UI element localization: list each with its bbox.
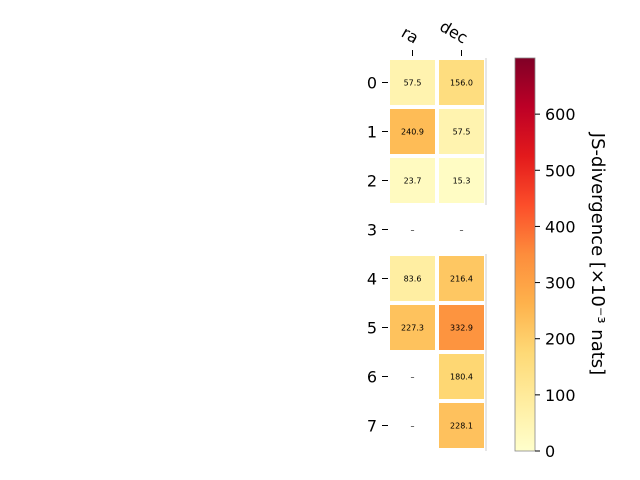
row-label: 6 [367,368,377,387]
colorbar: 0 100 200 300 400 500 600 JS-divergence [×10⁻³… [514,57,608,461]
colorbar-tick-label: 200 [545,330,576,349]
heatmap-cells: 57.5 156.0 240.9 57.5 23.7 15.3 – – 83.6 216.4 227… [389,58,487,451]
heatmap-cell [438,59,485,106]
column-label: dec [437,17,471,48]
cell-value-label: 228.1 [450,422,473,431]
heatmap-cell [438,108,485,155]
cell-value-label: 227.3 [401,324,424,333]
colorbar-label: JS-divergence [×10⁻³ nats] [587,132,608,375]
cell-value-label: 216.4 [450,275,473,284]
cell-value-label: – [460,226,464,235]
colorbar-tick-label: 300 [545,274,576,293]
cell-value-label: 240.9 [401,128,424,137]
cell-value-label: – [411,422,415,431]
cell-value-label: 180.4 [450,373,473,382]
cell-value-label: – [411,373,415,382]
heatmap-cell [389,255,436,302]
heatmap-cell [389,108,436,155]
colorbar-gradient [514,57,536,452]
heatmap-cell [438,353,485,400]
column-labels: ra dec [398,17,471,56]
heatmap-cell [438,255,485,302]
column-label: ra [398,23,422,48]
cell-value-label: 15.3 [453,177,471,186]
heatmap-cell [438,304,485,351]
heatmap-cell [389,304,436,351]
row-label: 1 [367,123,377,142]
colorbar-tick-label: 600 [545,105,576,124]
cell-value-label: 57.5 [404,79,422,88]
row-label: 4 [367,270,377,289]
heatmap-cell [438,157,485,204]
heatmap-cell [438,402,485,449]
colorbar-tick-label: 400 [545,217,576,236]
colorbar-tick-label: 500 [545,161,576,180]
row-label: 7 [367,417,377,436]
cell-value-label: 332.9 [450,324,473,333]
cell-value-label: 57.5 [453,128,471,137]
colorbar-tick-label: 100 [545,386,576,405]
row-label: 3 [367,221,377,240]
cell-value-label: 23.7 [404,177,422,186]
cell-value-label: 156.0 [450,79,473,88]
row-label: 2 [367,172,377,191]
cell-value-label: 83.6 [404,275,422,284]
row-label: 5 [367,319,377,338]
colorbar-tick-label: 0 [545,442,555,461]
cell-value-label: – [411,226,415,235]
heatmap-cell [389,157,436,204]
colorbar-ticks: 0 100 200 300 400 500 600 [535,105,576,461]
heatmap-cell [389,59,436,106]
row-label: 0 [367,74,377,93]
row-labels: 0 1 2 3 4 5 6 7 [367,74,388,436]
